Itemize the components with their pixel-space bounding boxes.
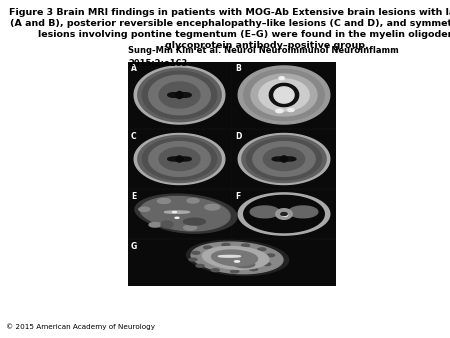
Polygon shape [242, 244, 250, 247]
Text: Sung-Min Kim et al. Neurol Neuroimmunol Neuroinflamm
2015;2:e163: Sung-Min Kim et al. Neurol Neuroimmunol … [128, 46, 399, 67]
Polygon shape [168, 157, 180, 161]
Polygon shape [138, 68, 221, 122]
Text: C: C [131, 132, 137, 141]
Polygon shape [179, 93, 191, 97]
Polygon shape [283, 157, 296, 161]
Polygon shape [172, 212, 176, 213]
Polygon shape [270, 83, 299, 106]
Text: B: B [235, 64, 241, 73]
Polygon shape [179, 157, 191, 161]
Polygon shape [149, 222, 161, 227]
Text: © 2015 American Academy of Neurology: © 2015 American Academy of Neurology [6, 323, 155, 330]
Polygon shape [159, 82, 200, 108]
Polygon shape [238, 66, 330, 124]
Polygon shape [288, 206, 318, 218]
Polygon shape [263, 147, 305, 170]
Text: D: D [235, 132, 241, 141]
Polygon shape [253, 142, 315, 176]
Polygon shape [202, 246, 269, 269]
Polygon shape [238, 134, 330, 185]
Text: Figure 3 Brain MRI findings in patients with MOG-Ab Extensive brain lesions with: Figure 3 Brain MRI findings in patients … [9, 8, 450, 50]
Polygon shape [247, 138, 321, 180]
Text: E: E [131, 192, 136, 201]
Polygon shape [231, 270, 239, 273]
Polygon shape [259, 79, 309, 111]
Polygon shape [266, 254, 274, 257]
Bar [232, 130, 336, 188]
Polygon shape [282, 214, 288, 216]
Polygon shape [187, 198, 199, 203]
Polygon shape [196, 264, 204, 267]
Bar [128, 130, 231, 188]
Polygon shape [274, 87, 294, 103]
Polygon shape [272, 157, 285, 161]
Polygon shape [263, 263, 271, 266]
Polygon shape [250, 206, 279, 218]
Polygon shape [158, 198, 171, 203]
Polygon shape [189, 258, 197, 261]
Polygon shape [244, 69, 324, 121]
Polygon shape [211, 269, 219, 271]
Polygon shape [251, 74, 317, 116]
Polygon shape [244, 195, 324, 233]
Polygon shape [276, 209, 292, 219]
Polygon shape [212, 250, 257, 266]
Polygon shape [135, 194, 237, 233]
Polygon shape [176, 92, 183, 98]
Polygon shape [165, 211, 189, 213]
Polygon shape [234, 261, 255, 268]
Polygon shape [192, 251, 200, 254]
Polygon shape [142, 138, 216, 180]
Polygon shape [134, 134, 225, 185]
Polygon shape [205, 204, 220, 210]
Polygon shape [238, 193, 330, 235]
Polygon shape [176, 156, 183, 162]
Bar [232, 190, 336, 238]
Text: G: G [131, 242, 137, 251]
Polygon shape [148, 142, 210, 176]
Polygon shape [138, 136, 221, 183]
Polygon shape [159, 147, 200, 170]
Polygon shape [187, 240, 288, 275]
Polygon shape [175, 217, 179, 218]
Bar [128, 62, 336, 286]
Polygon shape [281, 213, 287, 216]
Polygon shape [168, 93, 180, 97]
Polygon shape [242, 136, 326, 183]
Polygon shape [234, 261, 239, 262]
Bar [128, 240, 336, 286]
Polygon shape [222, 243, 230, 246]
Polygon shape [204, 246, 212, 249]
Polygon shape [184, 225, 197, 230]
Polygon shape [142, 71, 216, 119]
Polygon shape [218, 256, 241, 257]
Text: F: F [235, 192, 240, 201]
Polygon shape [148, 75, 210, 115]
Bar [128, 62, 231, 128]
Polygon shape [258, 248, 266, 251]
Polygon shape [280, 156, 288, 162]
Polygon shape [288, 108, 294, 112]
Text: A: A [131, 64, 137, 73]
Polygon shape [249, 268, 257, 271]
Polygon shape [161, 221, 173, 228]
Polygon shape [139, 207, 150, 211]
Polygon shape [184, 218, 205, 225]
Bar [232, 62, 336, 128]
Polygon shape [191, 242, 283, 274]
Bar [128, 190, 231, 238]
Polygon shape [276, 109, 283, 113]
Polygon shape [279, 77, 284, 80]
Polygon shape [134, 66, 225, 124]
Polygon shape [140, 196, 230, 231]
